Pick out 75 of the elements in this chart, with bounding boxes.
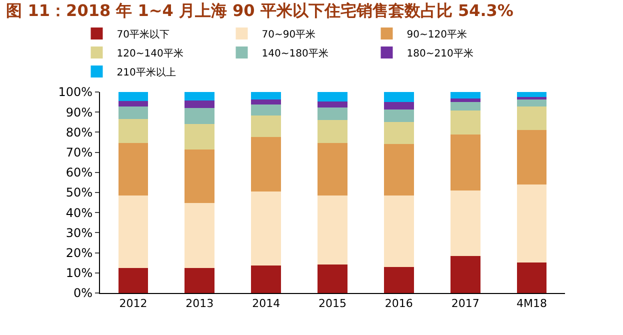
bar xyxy=(318,143,348,196)
bar xyxy=(318,196,348,264)
x-tick-label: 2016 xyxy=(384,297,413,310)
bar xyxy=(384,144,414,196)
bar xyxy=(318,92,348,102)
bar xyxy=(318,107,348,120)
bar xyxy=(516,130,547,185)
y-tick-label: 50% xyxy=(66,186,93,200)
legend-label: 90~120平米 xyxy=(406,28,467,40)
bar xyxy=(318,264,348,293)
legend-label: 140~180平米 xyxy=(262,47,328,60)
y-tick-label: 70% xyxy=(66,146,93,160)
x-tick-label: 2013 xyxy=(186,297,214,310)
bar xyxy=(251,191,282,266)
bar xyxy=(450,98,480,102)
bar xyxy=(184,202,215,268)
bar xyxy=(118,106,148,119)
chart-title: 图 11：2018 年 1~4 月上海 90 平米以下住宅销售套数占比 54.3% xyxy=(6,1,514,20)
bar xyxy=(384,102,414,110)
x-tick-label: 2012 xyxy=(119,297,148,310)
bar xyxy=(384,266,414,293)
bar xyxy=(516,184,547,263)
y-tick-label: 0% xyxy=(74,286,93,300)
bar xyxy=(184,268,215,293)
bar xyxy=(450,190,480,256)
y-tick-label: 10% xyxy=(66,266,93,280)
bar xyxy=(516,262,547,293)
bar xyxy=(384,92,414,102)
y-tick-label: 40% xyxy=(66,206,93,220)
bar xyxy=(184,149,215,203)
bar xyxy=(450,102,480,110)
bar xyxy=(118,101,148,106)
bar xyxy=(384,122,414,144)
bar xyxy=(318,120,348,144)
bar xyxy=(118,143,148,196)
y-tick-label: 80% xyxy=(66,125,93,140)
bar xyxy=(251,136,282,192)
y-tick-label: 20% xyxy=(66,246,93,260)
bar xyxy=(251,92,282,100)
x-tick-label: 2017 xyxy=(451,297,480,310)
bar xyxy=(450,92,480,99)
bar xyxy=(318,101,348,108)
x-tick-label: 2014 xyxy=(252,297,280,310)
bar xyxy=(184,108,215,124)
bar xyxy=(450,110,480,135)
bar xyxy=(450,134,480,190)
bar xyxy=(251,99,282,105)
x-tick-label: 4M18 xyxy=(516,297,548,310)
bar xyxy=(516,92,547,98)
bar xyxy=(516,106,547,130)
bar xyxy=(184,92,215,101)
bar xyxy=(251,104,282,116)
legend-label: 210平米以上 xyxy=(116,66,176,78)
legend-label: 70~90平米 xyxy=(262,28,316,40)
bar xyxy=(118,268,148,293)
legend-label: 180~210平米 xyxy=(406,47,474,60)
x-tick-label: 2015 xyxy=(318,297,346,310)
bar xyxy=(384,196,414,267)
bar xyxy=(184,124,215,150)
y-tick-label: 100% xyxy=(58,85,93,100)
legend-label: 120~140平米 xyxy=(116,47,184,60)
y-tick-label: 60% xyxy=(66,166,93,180)
y-tick-label: 30% xyxy=(66,226,93,240)
bar xyxy=(516,100,547,106)
y-tick-label: 90% xyxy=(66,105,93,120)
bar xyxy=(251,265,282,293)
bar xyxy=(516,97,547,100)
bar xyxy=(384,109,414,122)
legend-label: 70平米以下 xyxy=(116,28,170,40)
bar xyxy=(118,92,148,102)
bar xyxy=(450,256,480,293)
bar xyxy=(118,118,148,144)
bar xyxy=(118,196,148,268)
bar xyxy=(251,116,282,137)
bar xyxy=(184,100,215,108)
